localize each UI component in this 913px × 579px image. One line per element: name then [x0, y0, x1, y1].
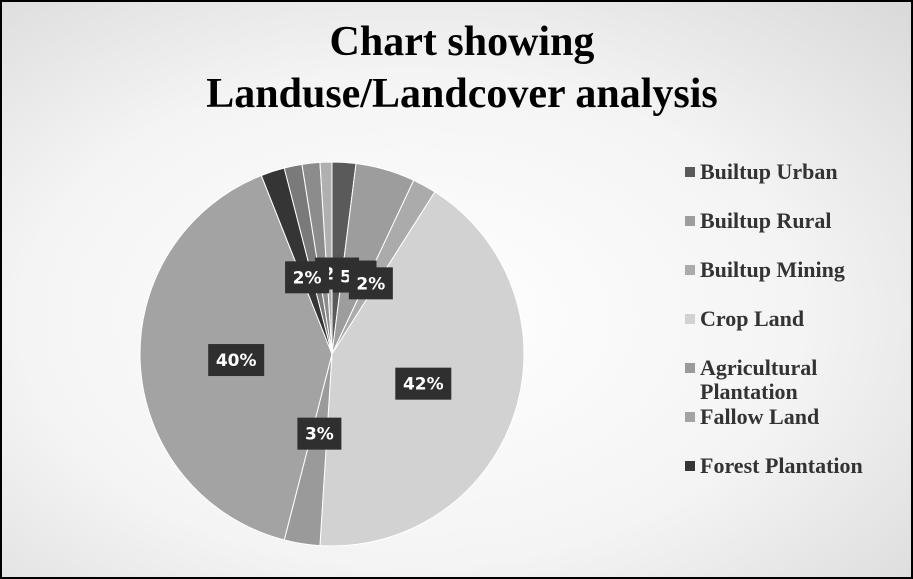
data-label-box — [348, 267, 393, 300]
legend-swatch — [685, 363, 695, 373]
legend: Builtup Urban Builtup Rural Builtup Mining… — [685, 160, 910, 503]
data-label: 2% — [356, 274, 385, 294]
data-label-box — [297, 417, 342, 450]
legend-item: Forest Plantation — [685, 454, 910, 503]
legend-swatch — [685, 314, 695, 324]
legend-item: Builtup Rural — [685, 209, 910, 258]
legend-swatch — [685, 167, 695, 177]
data-label-box — [395, 367, 452, 400]
legend-item: Agricultural Plantation — [685, 356, 910, 405]
legend-label: Forest Plantation — [700, 453, 863, 478]
legend-item: Crop Land — [685, 307, 910, 356]
legend-label: Agricultural Plantation — [700, 355, 818, 404]
data-label: 40% — [216, 351, 257, 371]
legend-label: Builtup Rural — [700, 208, 832, 233]
legend-label: Fallow Land — [700, 404, 820, 429]
legend-item: Fallow Land — [685, 405, 910, 454]
legend-swatch — [685, 216, 695, 226]
legend-item: Builtup Urban — [685, 160, 910, 209]
data-label-box — [285, 261, 330, 294]
legend-label: Crop Land — [700, 306, 805, 331]
legend-label: Builtup Urban — [700, 159, 838, 184]
legend-swatch — [685, 265, 695, 275]
legend-label: Builtup Mining — [700, 257, 845, 282]
legend-swatch — [685, 412, 695, 422]
data-label: 42% — [403, 375, 444, 395]
legend-swatch — [685, 461, 695, 471]
data-label: 3% — [305, 425, 334, 445]
data-label-box — [208, 344, 265, 377]
data-label: 2% — [293, 268, 322, 288]
legend-item: Builtup Mining — [685, 258, 910, 307]
chart-title: Chart showing Landuse/Landcover analysis — [206, 19, 718, 117]
